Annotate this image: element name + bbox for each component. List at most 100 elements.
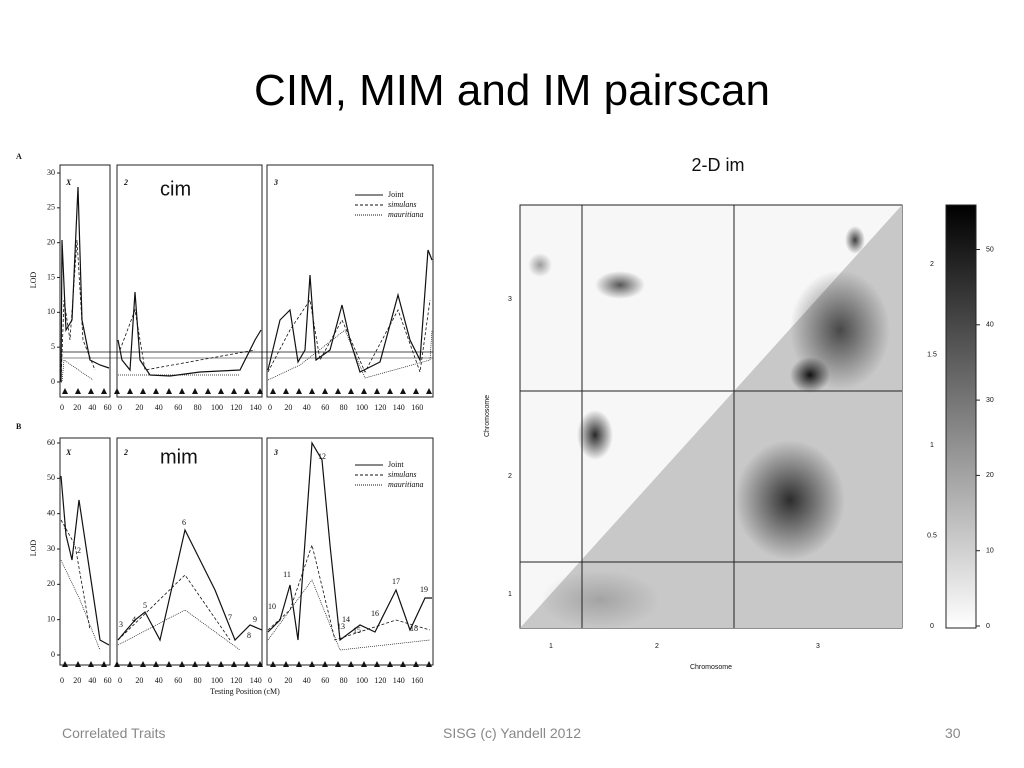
peak-label: 3 <box>119 620 123 629</box>
y-axis-label: Chromosome <box>484 395 491 437</box>
y-tick-label: 10 <box>47 614 55 623</box>
marker-triangle <box>309 661 315 667</box>
y-tick-label: 30 <box>47 544 55 553</box>
chromosome-label: X <box>65 178 72 187</box>
x-tick-label: 100 <box>211 676 223 685</box>
peak-label: 13 <box>337 622 345 631</box>
marker-triangle <box>75 388 81 394</box>
peak-label: 1 <box>63 522 67 531</box>
figure-a-curves <box>60 186 433 651</box>
marker-triangle <box>231 661 237 667</box>
y-tick-label: 5 <box>51 342 55 351</box>
x-tick-label: 20 <box>73 403 81 412</box>
peak-label: 7 <box>228 613 232 622</box>
x-tick-label: 120 <box>230 403 242 412</box>
x-tick-label: 40 <box>303 403 311 412</box>
x-tick-label: 160 <box>411 676 423 685</box>
x-tick-label: 60 <box>174 676 182 685</box>
x-tick-label: 120 <box>374 403 386 412</box>
marker-triangle <box>348 388 354 394</box>
marker-triangle <box>309 388 315 394</box>
y-axis-label: LOD <box>29 272 38 289</box>
marker-triangle <box>179 661 185 667</box>
y-tick-label: 3 <box>508 296 512 303</box>
x-tick-label: 0 <box>60 676 64 685</box>
colorbar-tick-label: 50 <box>986 246 994 253</box>
y-tick-label: 20 <box>47 579 55 588</box>
y-tick-label: 30 <box>47 168 55 177</box>
marker-triangle <box>244 388 250 394</box>
legend-entry: simulans <box>388 470 416 479</box>
y-tick-label: 0 <box>51 377 55 386</box>
marker-triangle <box>387 661 393 667</box>
x-tick-label: 40 <box>303 676 311 685</box>
marker-triangle <box>101 388 107 394</box>
x-tick-label: 1 <box>549 643 553 650</box>
y-tick-label: 0 <box>51 650 55 659</box>
legend-entry: Joint <box>388 190 404 199</box>
y-tick-label: 60 <box>47 438 55 447</box>
x-axis-label: Chromosome <box>690 664 732 671</box>
legend-entry: mauritiana <box>388 210 424 219</box>
x-tick-label: 100 <box>211 403 223 412</box>
chromosome-label: 2 <box>123 178 128 187</box>
colorbar-tick-label: 20 <box>986 472 994 479</box>
marker-triangle <box>387 388 393 394</box>
x-tick-label: 60 <box>104 676 112 685</box>
peak-label: 11 <box>283 570 291 579</box>
right-tick-label: 1.5 <box>927 351 937 358</box>
y-tick-label: 25 <box>47 203 55 212</box>
marker-triangle <box>127 661 133 667</box>
marker-triangle <box>335 661 341 667</box>
marker-triangle <box>166 388 172 394</box>
marker-triangle <box>140 388 146 394</box>
chromosome-label: X <box>65 448 72 457</box>
peak-label: 6 <box>182 518 186 527</box>
marker-triangle <box>166 661 172 667</box>
marker-triangle <box>192 388 198 394</box>
marker-triangle <box>296 388 302 394</box>
marker-triangle <box>426 388 432 394</box>
marker-triangle <box>75 661 81 667</box>
peak-label: 15 <box>353 626 361 635</box>
x-tick-label: 40 <box>155 676 163 685</box>
x-tick-label: 0 <box>118 403 122 412</box>
marker-triangle <box>153 388 159 394</box>
marker-triangle <box>335 388 341 394</box>
footer-center: SISG (c) Yandell 2012 <box>442 725 581 741</box>
x-tick-label: 40 <box>155 403 163 412</box>
peak-label: 19 <box>420 585 428 594</box>
peak-label: 12 <box>318 452 326 461</box>
x-tick-label: 140 <box>393 676 405 685</box>
marker-triangle <box>205 661 211 667</box>
figure-a-boxes <box>59 164 434 666</box>
marker-triangle <box>231 388 237 394</box>
colorbar-tick-label: 40 <box>986 322 994 329</box>
peak-label: 5 <box>143 601 147 610</box>
x-tick-label: 20 <box>284 676 292 685</box>
peak-label: 18 <box>410 624 418 633</box>
marker-triangle <box>413 661 419 667</box>
legend-entry: mauritiana <box>388 480 424 489</box>
marker-triangle <box>257 661 263 667</box>
marker-triangle <box>101 661 107 667</box>
colorbar-tick-label: 10 <box>986 548 994 555</box>
x-tick-label: 20 <box>284 403 292 412</box>
peak-label: 16 <box>371 609 379 618</box>
marker-triangle <box>127 388 133 394</box>
y-axis-label: LOD <box>29 540 38 557</box>
chromosome-label: 2 <box>123 448 128 457</box>
marker-triangle <box>205 388 211 394</box>
x-tick-label: 40 <box>88 676 96 685</box>
right-tick-label: 0 <box>930 623 934 630</box>
marker-triangle <box>283 388 289 394</box>
heatmap <box>519 204 977 630</box>
annotation: cim <box>160 178 191 200</box>
marker-triangle <box>270 661 276 667</box>
marker-triangle <box>322 388 328 394</box>
x-tick-label: 0 <box>268 403 272 412</box>
x-tick-label: 80 <box>194 403 202 412</box>
colorbar-tick-label: 0 <box>986 623 990 630</box>
x-tick-label: 80 <box>340 403 348 412</box>
